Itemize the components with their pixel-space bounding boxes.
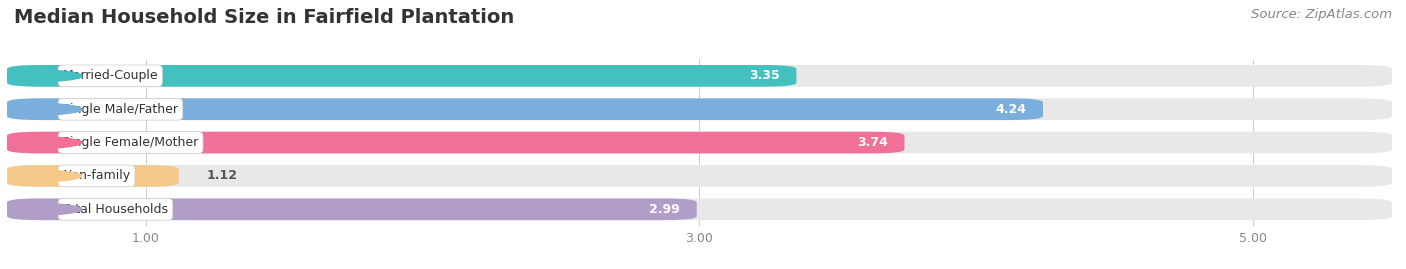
Text: 3.74: 3.74 [858,136,887,149]
FancyBboxPatch shape [7,98,1043,120]
FancyBboxPatch shape [7,132,1392,153]
Circle shape [0,137,82,148]
Circle shape [0,170,82,182]
Text: 2.99: 2.99 [650,203,681,216]
Text: Married-Couple: Married-Couple [62,69,157,82]
FancyBboxPatch shape [7,199,697,220]
Text: 1.12: 1.12 [207,169,238,182]
Circle shape [0,70,82,82]
Text: Non-family: Non-family [62,169,131,182]
Circle shape [0,103,82,115]
Text: Single Female/Mother: Single Female/Mother [62,136,198,149]
Text: 4.24: 4.24 [995,103,1026,116]
FancyBboxPatch shape [7,132,904,153]
FancyBboxPatch shape [7,65,796,87]
Text: 3.35: 3.35 [749,69,780,82]
FancyBboxPatch shape [7,199,1392,220]
Text: Source: ZipAtlas.com: Source: ZipAtlas.com [1251,8,1392,21]
FancyBboxPatch shape [7,65,1392,87]
FancyBboxPatch shape [7,165,179,187]
FancyBboxPatch shape [7,98,1392,120]
Text: Median Household Size in Fairfield Plantation: Median Household Size in Fairfield Plant… [14,8,515,27]
Text: Total Households: Total Households [62,203,169,216]
FancyBboxPatch shape [7,165,1392,187]
Circle shape [0,203,82,215]
Text: Single Male/Father: Single Male/Father [62,103,179,116]
